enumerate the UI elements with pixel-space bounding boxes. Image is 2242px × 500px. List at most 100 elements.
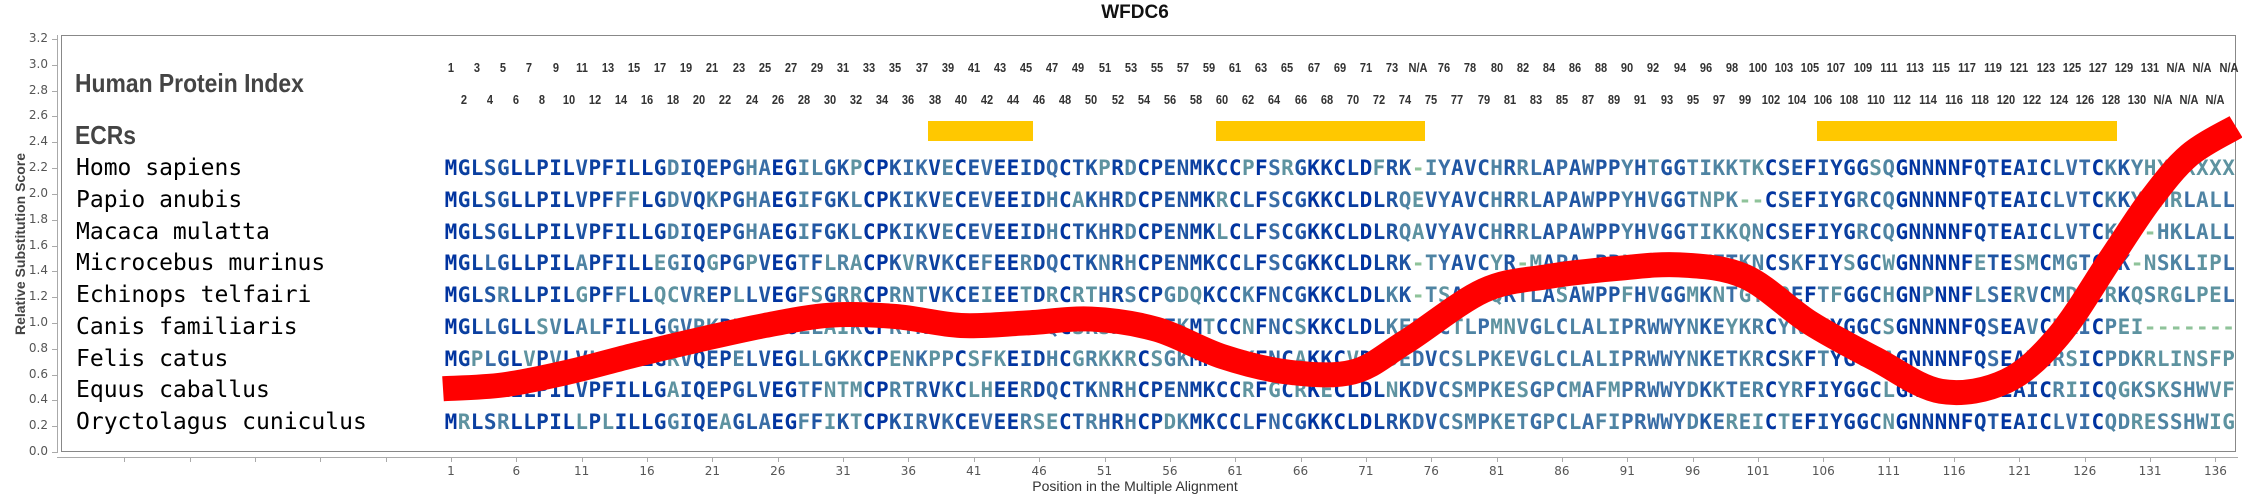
- residue: F: [1960, 410, 1974, 434]
- x-tick-label: 81: [1488, 464, 1505, 478]
- plot-frame: [61, 35, 2236, 452]
- residue: K: [1490, 346, 1503, 371]
- chart-title: WFDC6: [1101, 2, 1169, 23]
- residue: N: [1921, 346, 1935, 371]
- x-tick-label: 51: [1096, 464, 1113, 478]
- protein-index-label: 63: [1255, 60, 1268, 75]
- residue: E: [1712, 314, 1726, 339]
- residue: I: [1817, 156, 1830, 180]
- y-tick-label: 2.4: [28, 134, 48, 149]
- residue: X: [2222, 156, 2235, 180]
- residue: T: [1986, 156, 2000, 180]
- residue: C: [1058, 219, 1072, 244]
- species-label: Echinops telfairi: [76, 282, 312, 308]
- residue: M: [849, 378, 863, 403]
- residue: C: [2039, 251, 2052, 276]
- residue: E: [1712, 410, 1726, 434]
- residue: K: [1699, 410, 1713, 434]
- residue: R: [889, 283, 902, 307]
- residue: P: [1594, 219, 1608, 244]
- residue: T: [1725, 283, 1739, 307]
- residue: D: [1032, 283, 1046, 307]
- residue: G: [1843, 410, 1856, 434]
- residue: K: [1725, 219, 1739, 244]
- residue: C: [1555, 378, 1569, 403]
- protein-index-label: 16: [640, 92, 654, 107]
- residue: E: [1738, 378, 1752, 403]
- residue: L: [640, 156, 654, 180]
- residue: T: [1986, 219, 2000, 244]
- residue: T: [797, 378, 811, 403]
- residue: L: [470, 314, 484, 339]
- protein-index-label: 76: [1438, 60, 1451, 75]
- residue: N: [1908, 251, 1922, 276]
- residue: G: [457, 219, 471, 244]
- residue: Y: [1673, 314, 1686, 339]
- residue: Q: [1882, 156, 1896, 180]
- residue: K: [1699, 314, 1713, 339]
- residue: F: [1803, 378, 1817, 403]
- residue: Q: [1973, 346, 1987, 371]
- residue: H: [1098, 283, 1111, 307]
- residue: S: [1777, 156, 1791, 180]
- residue: C: [1477, 156, 1490, 180]
- residue: M: [444, 251, 458, 276]
- residue: R: [1751, 346, 1765, 371]
- residue: Y: [1673, 378, 1686, 403]
- residue: K: [1320, 251, 1333, 276]
- residue: Y: [1830, 378, 1843, 403]
- residue: M: [1189, 378, 1203, 403]
- residue: L: [745, 378, 758, 403]
- x-tick-label: 76: [1423, 464, 1439, 478]
- residue: G: [1294, 283, 1307, 307]
- residue: F: [1803, 283, 1817, 307]
- residue: H: [745, 187, 758, 212]
- residue: I: [1424, 156, 1438, 180]
- protein-index-label: 83: [1529, 92, 1542, 107]
- residue: L: [523, 187, 536, 212]
- residue: P: [719, 346, 732, 371]
- residue: F: [810, 219, 824, 244]
- residue: G: [1163, 283, 1177, 307]
- residue: C: [1281, 251, 1294, 276]
- protein-index-label: 23: [732, 60, 745, 75]
- residue: K: [1202, 410, 1216, 434]
- residue: R: [1019, 378, 1033, 403]
- x-axis-title: Position in the Multiple Alignment: [1032, 478, 1238, 494]
- residue: L: [2052, 187, 2065, 212]
- y-tick-label: 2.8: [28, 82, 48, 97]
- residue: S: [1777, 187, 1791, 212]
- residue: E: [967, 187, 981, 212]
- residue: C: [1137, 378, 1151, 403]
- residue: C: [2091, 410, 2105, 434]
- protein-index-label: 56: [1163, 92, 1176, 107]
- protein-index-label: 68: [1320, 92, 1333, 107]
- protein-index-label: 121: [2010, 60, 2029, 75]
- residue: I: [1019, 187, 1033, 212]
- residue: V: [2065, 410, 2078, 434]
- residue: V: [902, 251, 915, 276]
- residue: D: [1359, 251, 1373, 276]
- residue: V: [1464, 251, 1477, 276]
- residue: S: [1268, 251, 1281, 276]
- residue: G: [1673, 187, 1686, 212]
- y-tick: [52, 426, 57, 428]
- residue: F: [980, 251, 994, 276]
- species-label: Equus caballus: [76, 377, 270, 404]
- residue: P: [1620, 410, 1634, 434]
- x-tick: [2019, 457, 2021, 462]
- residue: E: [1006, 251, 1020, 276]
- residue: H: [980, 378, 994, 403]
- residue: R: [496, 283, 510, 307]
- residue: I: [2026, 156, 2039, 180]
- residue: D: [1411, 346, 1425, 371]
- residue: C: [862, 410, 876, 434]
- residue: P: [1620, 314, 1634, 339]
- residue: M: [444, 156, 458, 180]
- x-tick-label: 91: [1619, 464, 1635, 478]
- protein-index-label: 112: [1892, 92, 1911, 107]
- residue: K: [1398, 283, 1412, 307]
- residue: F: [601, 156, 615, 180]
- residue: D: [1032, 187, 1046, 212]
- residue: C: [1477, 219, 1490, 244]
